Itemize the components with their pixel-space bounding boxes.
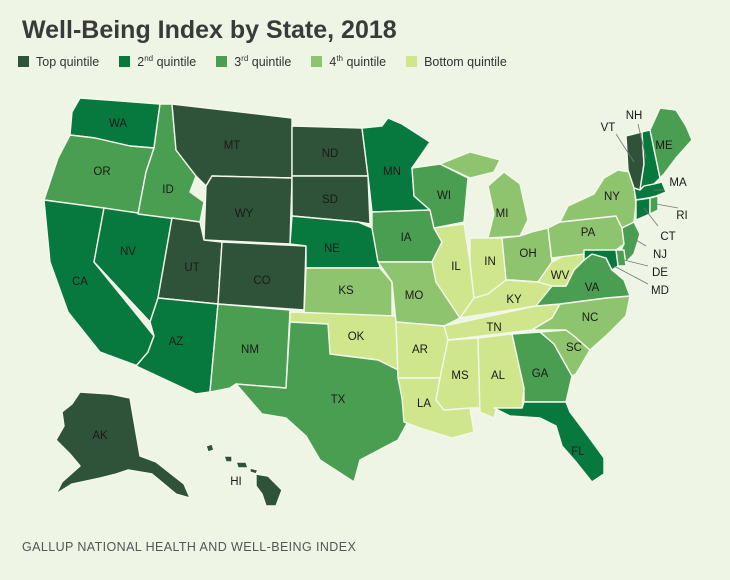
state-ak[interactable]	[55, 391, 191, 499]
label-mo: MO	[405, 290, 424, 302]
label-wa: WA	[109, 118, 127, 130]
state-mi[interactable]	[439, 151, 529, 239]
legend-item-bottom: Bottom quintile	[406, 54, 507, 69]
label-ne: NE	[324, 243, 340, 255]
label-nj: NJ	[653, 249, 667, 261]
legend-label-3rd: 3rd quintile	[234, 54, 292, 70]
label-ri: RI	[676, 210, 688, 222]
state-hi[interactable]	[205, 443, 283, 507]
label-la: LA	[417, 398, 431, 410]
label-in: IN	[484, 256, 496, 268]
label-sd: SD	[322, 194, 338, 206]
label-md: MD	[651, 285, 669, 297]
legend-label-4th: 4th quintile	[329, 54, 387, 70]
label-ms: MS	[451, 370, 469, 382]
legend-label-bottom: Bottom quintile	[424, 55, 507, 70]
label-ny: NY	[604, 191, 620, 203]
label-mt: MT	[224, 140, 241, 152]
label-or: OR	[93, 166, 110, 178]
state-ks[interactable]	[303, 267, 393, 317]
label-ky: KY	[506, 294, 522, 306]
source-note: GALLUP NATIONAL HEALTH AND WELL-BEING IN…	[22, 540, 357, 554]
label-oh: OH	[519, 248, 536, 260]
state-nc[interactable]	[531, 295, 631, 351]
label-ga: GA	[532, 368, 549, 380]
legend-swatch-3rd	[216, 56, 228, 68]
label-ut: UT	[184, 262, 199, 274]
label-nm: NM	[241, 344, 259, 356]
legend-item-3rd: 3rd quintile	[216, 54, 291, 69]
map-title: Well-Being Index by State, 2018	[22, 16, 397, 44]
legend-label-2nd: 2nd quintile	[137, 54, 197, 70]
legend-swatch-top	[18, 56, 29, 68]
label-ct: CT	[660, 231, 675, 243]
label-ks: KS	[338, 285, 354, 297]
legend-swatch-bottom	[406, 56, 418, 68]
label-nd: ND	[322, 148, 339, 160]
label-wv: WV	[551, 270, 570, 282]
label-fl: FL	[571, 446, 585, 458]
label-al: AL	[491, 370, 506, 382]
state-sd[interactable]	[291, 175, 371, 225]
label-az: AZ	[169, 336, 184, 348]
legend-swatch-2nd	[119, 56, 131, 68]
state-ct[interactable]	[635, 197, 651, 221]
state-nj[interactable]	[619, 221, 641, 263]
label-mi: MI	[496, 208, 509, 220]
label-ar: AR	[412, 344, 428, 356]
label-co: CO	[253, 275, 270, 287]
label-pa: PA	[581, 227, 596, 239]
label-tn: TN	[486, 322, 501, 334]
label-va: VA	[585, 282, 600, 294]
label-nv: NV	[120, 246, 136, 258]
label-ca: CA	[72, 276, 88, 288]
label-id: ID	[162, 184, 174, 196]
legend: Top quintile 2nd quintile 3rd quintile 4…	[18, 54, 527, 69]
state-me[interactable]	[649, 107, 693, 179]
state-wy[interactable]	[203, 175, 293, 245]
legend-item-2nd: 2nd quintile	[119, 54, 196, 69]
label-wy: WY	[235, 208, 254, 220]
label-il: IL	[451, 261, 461, 273]
label-vt: VT	[601, 122, 616, 134]
legend-label-top: Top quintile	[36, 55, 100, 70]
label-sc: SC	[566, 342, 582, 354]
label-tx: TX	[331, 394, 346, 406]
label-me: ME	[655, 140, 673, 152]
label-nc: NC	[582, 312, 599, 324]
label-nh: NH	[626, 110, 643, 122]
label-mn: MN	[383, 166, 401, 178]
label-ia: IA	[401, 232, 412, 244]
label-ak: AK	[92, 430, 108, 442]
legend-item-top: Top quintile	[18, 54, 99, 69]
label-hi: HI	[230, 476, 242, 488]
state-il[interactable]	[431, 223, 475, 319]
callout-lines	[613, 123, 679, 285]
legend-item-4th: 4th quintile	[311, 54, 386, 69]
label-de: DE	[652, 267, 668, 279]
state-fl[interactable]	[493, 401, 605, 483]
state-md[interactable]	[583, 249, 619, 271]
label-wi: WI	[437, 190, 451, 202]
label-ma: MA	[669, 177, 687, 189]
label-ok: OK	[348, 331, 365, 343]
state-ri[interactable]	[649, 195, 659, 215]
state-tx[interactable]	[235, 321, 411, 483]
legend-swatch-4th	[311, 56, 323, 68]
